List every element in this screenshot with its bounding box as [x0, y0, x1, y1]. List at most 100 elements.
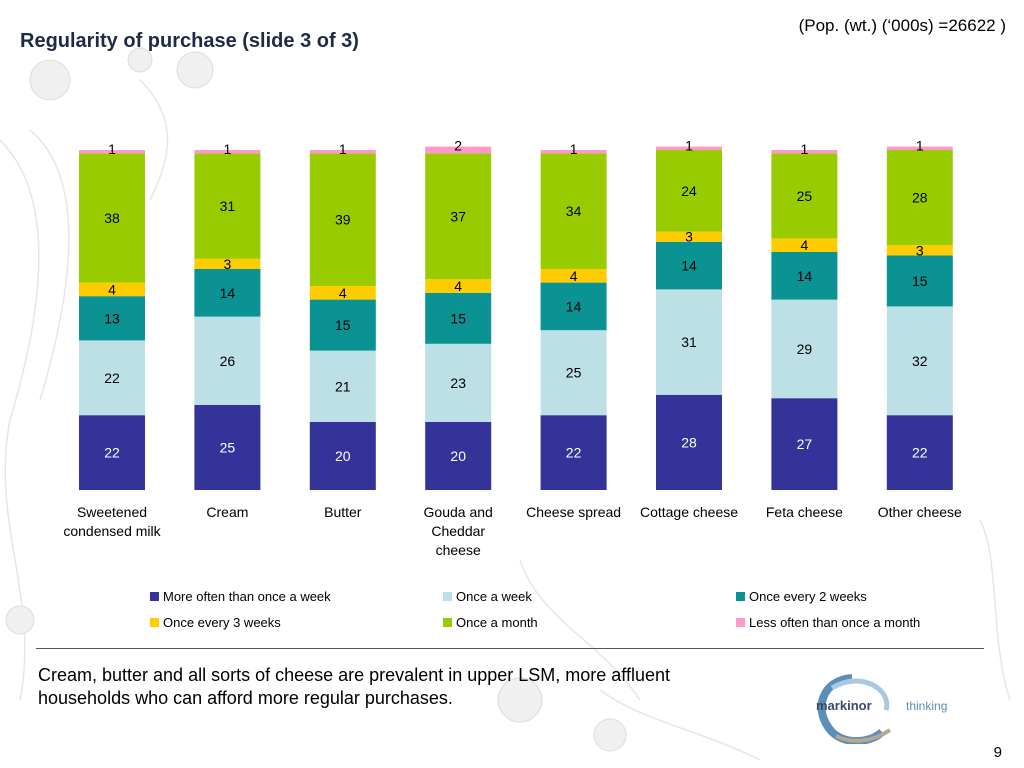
data-label: 15 [450, 310, 466, 326]
bar-segment [656, 394, 722, 490]
bar-segment [309, 350, 376, 422]
bar-segment [886, 415, 953, 490]
data-label: 20 [335, 448, 351, 464]
bar-segment [656, 146, 722, 150]
category-label: Feta cheese [766, 504, 843, 520]
bar-segment [79, 153, 145, 283]
data-label: 3 [916, 242, 924, 258]
data-label: 37 [450, 208, 466, 224]
bar-segment [194, 258, 261, 269]
bar-segment [79, 340, 145, 416]
data-label: 22 [566, 445, 582, 461]
category-label: Cottage cheese [640, 504, 738, 520]
legend-label: More often than once a week [163, 589, 331, 604]
footnote-text: Cream, butter and all sorts of cheese ar… [38, 665, 671, 708]
data-label: 22 [104, 445, 120, 461]
data-label: 1 [108, 141, 116, 157]
data-label: 4 [108, 281, 116, 297]
bar-segment [425, 343, 492, 422]
data-label: 34 [566, 203, 582, 219]
category-label: Cheese spread [526, 504, 621, 520]
data-label: 1 [916, 138, 924, 154]
data-label: 4 [801, 237, 809, 253]
data-label: 24 [681, 183, 697, 199]
bar-segment [540, 150, 607, 154]
category-label: Butter [324, 504, 362, 520]
data-label: 31 [220, 198, 236, 214]
legend-swatch [443, 592, 452, 601]
data-label: 14 [566, 298, 582, 314]
data-label: 20 [450, 448, 466, 464]
data-label: 1 [570, 141, 578, 157]
data-label: 4 [339, 285, 347, 301]
data-label: 22 [104, 370, 120, 386]
data-label: 4 [570, 268, 578, 284]
category-label: Sweetened condensed milk [63, 504, 161, 539]
data-label: 2 [454, 138, 462, 154]
legend-swatch [443, 618, 452, 627]
legend-label: Once a week [456, 589, 532, 604]
bar-segment [540, 269, 607, 283]
data-label: 28 [681, 434, 697, 450]
data-label: 15 [912, 273, 928, 289]
population-note: (Pop. (wt.) (‘000s) =26622 ) [798, 16, 1006, 35]
bar-segment [771, 398, 838, 490]
data-label: 1 [685, 138, 693, 154]
category-label: Other cheese [878, 504, 962, 520]
data-label: 14 [797, 268, 813, 284]
bar-segment [309, 150, 376, 154]
bar-segment [194, 153, 261, 259]
bar-segment [194, 150, 261, 154]
legend-swatch [150, 618, 159, 627]
data-label: 1 [224, 141, 232, 157]
data-label: 25 [566, 365, 582, 381]
bar-segment [656, 150, 722, 232]
logo-name-text: markinor [816, 698, 872, 713]
legend-label: Once every 2 weeks [749, 589, 867, 604]
data-label: 22 [912, 445, 928, 461]
data-label: 23 [450, 375, 466, 391]
data-label: 27 [797, 436, 813, 452]
page-number: 9 [993, 744, 1002, 761]
bar-segment [425, 146, 492, 154]
bar-segment [425, 279, 492, 293]
legend-label: Once a month [456, 615, 538, 630]
bar-segment [79, 296, 145, 341]
bar-segment [886, 306, 953, 416]
legend-label: Less often than once a month [749, 615, 920, 630]
bar-segment [656, 289, 722, 395]
data-label: 13 [104, 310, 120, 326]
legend-swatch [736, 592, 745, 601]
data-label: 38 [104, 210, 120, 226]
bar-segment [79, 282, 145, 297]
bar-segment [540, 415, 607, 490]
data-label: 25 [797, 188, 813, 204]
data-label: 14 [681, 258, 697, 274]
bar-segment [309, 286, 376, 300]
bar-segment [886, 146, 953, 150]
bar-segment [79, 415, 145, 490]
bar-segment [771, 150, 838, 154]
category-label: Cream [206, 504, 248, 520]
data-label: 26 [220, 353, 236, 369]
data-label: 28 [912, 190, 928, 206]
category-label: Gouda and Cheddar cheese [424, 504, 493, 558]
bar-segment [194, 405, 261, 490]
legend-label: Once every 3 weeks [163, 615, 281, 630]
bar-segment [886, 255, 953, 307]
data-label: 29 [797, 341, 813, 357]
data-label: 25 [220, 440, 236, 456]
data-label: 32 [912, 353, 928, 369]
bar-segment [309, 422, 376, 490]
data-label: 1 [339, 141, 347, 157]
data-label: 3 [224, 256, 232, 272]
data-label: 3 [685, 229, 693, 245]
markinor-logo: markinor thinking [812, 670, 972, 745]
divider [36, 648, 984, 649]
bar-segment [79, 150, 145, 154]
data-label: 14 [220, 285, 236, 301]
data-label: 15 [335, 317, 351, 333]
bar-segment [194, 269, 261, 317]
bar-segment [540, 282, 607, 331]
